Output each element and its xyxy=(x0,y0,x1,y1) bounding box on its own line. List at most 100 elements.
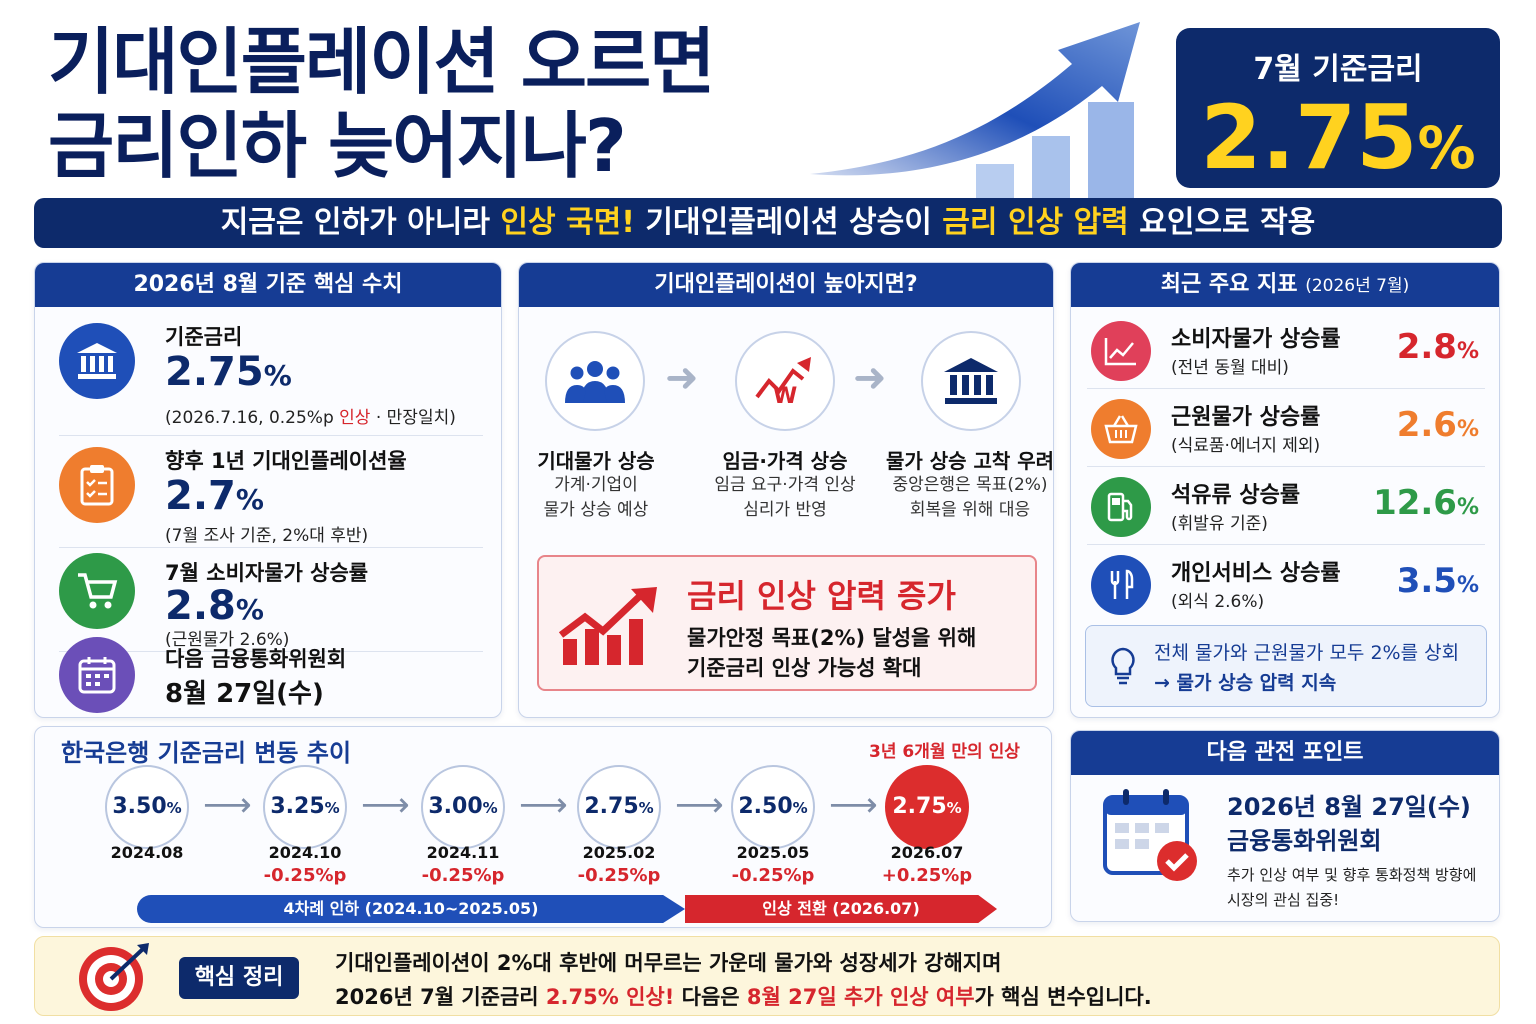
timeline-arrow-icon: ⟶ xyxy=(361,785,410,825)
metric-label: 7월 소비자물가 상승률 xyxy=(165,561,369,585)
step-desc: 중앙은행은 목표(2%) 회복을 위해 대응 xyxy=(892,475,1048,520)
basket-icon xyxy=(1091,399,1151,459)
indicator-label: 소비자물가 상승률 xyxy=(1171,327,1341,352)
timeline-change: -0.25%p xyxy=(731,865,815,886)
phase-cut-bar: 4차례 인하 (2024.10~2025.05) xyxy=(137,895,685,923)
calendar-icon xyxy=(59,637,135,713)
metric-label: 기준금리 xyxy=(165,325,243,349)
arrow-shape xyxy=(810,22,1140,176)
divider xyxy=(1087,388,1485,389)
key-figures-heading: 2026년 8월 기준 핵심 수치 xyxy=(35,263,501,307)
indicator-oil: 석유류 상승률 (휘발유 기준) 12.6% xyxy=(1071,469,1501,545)
rising-arrow-graphic xyxy=(810,22,1140,198)
step-desc: 임금 요구·가격 인상 심리가 반영 xyxy=(714,475,856,520)
divider xyxy=(1087,544,1485,545)
timeline-heading: 한국은행 기준금리 변동 추이 xyxy=(61,739,352,767)
bar-2 xyxy=(1032,136,1070,198)
step-title: 물가 상승 고착 우려 xyxy=(885,449,1055,473)
metric-note: (2026.7.16, 0.25%p 인상 · 만장일치) xyxy=(165,408,456,428)
title-line-1: 기대인플레이션 오르면 xyxy=(48,20,715,104)
svg-text:W: W xyxy=(773,384,797,409)
timeline-node: 2.50% xyxy=(731,765,815,849)
mechanism-heading: 기대인플레이션이 높아지면? xyxy=(519,263,1053,307)
summary-bar: 핵심 정리 기대인플레이션이 2%대 후반에 머무르는 가운데 물가와 성장세가… xyxy=(34,936,1500,1016)
timeline-change: +0.25%p xyxy=(881,865,973,886)
timeline-arrow-icon: ⟶ xyxy=(829,785,878,825)
summary-line-2: 2026년 7월 기준금리 2.75% 인상! 다음은 8월 27일 추가 인상… xyxy=(335,985,1152,1009)
indicator-cpi: 소비자물가 상승률 (전년 동월 대비) 2.8% xyxy=(1071,313,1501,389)
people-icon xyxy=(545,331,645,431)
timeline-date: 2025.05 xyxy=(736,843,810,862)
next-meeting-desc: 추가 인상 여부 및 향후 통화정책 방향에 시장의 관심 집중! xyxy=(1227,866,1477,909)
metric-note: (7월 조사 기준, 2%대 후반) xyxy=(165,526,369,546)
cart-icon xyxy=(59,553,135,629)
fuel-pump-icon xyxy=(1091,477,1151,537)
key-figures-panel: 2026년 8월 기준 핵심 수치 기준금리 2.75% (2026.7.16,… xyxy=(34,262,502,718)
indicator-services: 개인서비스 상승률 (외식 2.6%) 3.5% xyxy=(1071,547,1501,623)
pressure-title: 금리 인상 압력 증가 xyxy=(687,577,956,615)
next-meeting-date: 2026년 8월 27일(수) xyxy=(1227,793,1471,821)
timeline-node: 2.75% xyxy=(577,765,661,849)
step-desc: 가계·기업이 물가 상승 예상 xyxy=(543,475,649,520)
timeline-date: 2025.02 xyxy=(582,843,656,862)
next-meeting-event: 금융통화위원회 xyxy=(1227,827,1382,855)
clipboard-icon xyxy=(59,447,135,523)
bank-icon xyxy=(59,323,135,399)
central-bank-icon xyxy=(921,331,1021,431)
timeline-date: 2024.08 xyxy=(110,843,184,862)
indicator-label: 근원물가 상승률 xyxy=(1171,405,1321,430)
divider xyxy=(59,547,483,548)
rising-chart-icon xyxy=(558,587,657,665)
indicator-label: 개인서비스 상승률 xyxy=(1171,561,1341,586)
indicator-value: 3.5% xyxy=(1396,561,1479,601)
indicator-value: 12.6% xyxy=(1373,483,1479,523)
page-title: 기대인플레이션 오르면 금리인하 늦어지나? xyxy=(48,20,848,188)
target-icon xyxy=(79,943,149,1011)
indicator-core: 근원물가 상승률 (식료품·에너지 제외) 2.6% xyxy=(1071,391,1501,467)
timeline-arrow-icon: ⟶ xyxy=(203,785,252,825)
step-title: 임금·가격 상승 xyxy=(722,449,848,473)
metric-value: 2.7% xyxy=(165,473,264,519)
flow-arrow-icon: ➜ xyxy=(665,355,699,401)
bar-3 xyxy=(1088,102,1134,198)
indicator-label: 석유류 상승률 xyxy=(1171,483,1301,508)
flow-arrow-icon: ➜ xyxy=(853,355,887,401)
indicator-sub: (식료품·에너지 제외) xyxy=(1171,436,1321,456)
metric-value: 2.75% xyxy=(165,349,292,395)
divider xyxy=(59,651,483,652)
bar-1 xyxy=(976,164,1014,198)
metric-label: 향후 1년 기대인플레이션율 xyxy=(165,449,407,473)
indicators-note-text: 전체 물가와 근원물가 모두 2%를 상회 → 물가 상승 압력 지속 xyxy=(1154,642,1460,694)
indicators-panel: 최근 주요 지표 (2026년 7월) 소비자물가 상승률 (전년 동월 대비)… xyxy=(1070,262,1500,718)
timeline-date: 2026.07 xyxy=(890,843,964,862)
pressure-desc: 물가안정 목표(2%) 달성을 위해 기준금리 인상 가능성 확대 xyxy=(687,626,977,680)
indicator-sub: (전년 동월 대비) xyxy=(1171,358,1289,378)
indicator-sub: (외식 2.6%) xyxy=(1171,592,1265,612)
next-point-heading: 다음 관전 포인트 xyxy=(1071,731,1499,775)
rate-hike-pressure-box: 금리 인상 압력 증가 물가안정 목표(2%) 달성을 위해 기준금리 인상 가능… xyxy=(537,555,1037,691)
current-rate-value: 2.75% xyxy=(1200,86,1476,189)
timeline-change: -0.25%p xyxy=(263,865,347,886)
mechanism-panel: 기대인플레이션이 높아지면? ➜ W ➜ 기대물가 상승 가계·기업이 물가 상승… xyxy=(518,262,1054,718)
summary-line-1: 기대인플레이션이 2%대 후반에 머무르는 가운데 물가와 성장세가 강해지며 xyxy=(335,951,1002,975)
timeline-node: 3.25% xyxy=(263,765,347,849)
indicator-value: 2.8% xyxy=(1396,327,1479,367)
timeline-arrow-icon: ⟶ xyxy=(519,785,568,825)
indicators-note: 전체 물가와 근원물가 모두 2%를 상회 → 물가 상승 압력 지속 xyxy=(1085,625,1487,707)
title-line-2: 금리인하 늦어지나? xyxy=(48,104,627,188)
timeline-change: -0.25%p xyxy=(421,865,505,886)
metric-note: (근원물가 2.6%) xyxy=(165,630,290,650)
calendar-check-icon xyxy=(1103,789,1197,881)
divider xyxy=(1087,466,1485,467)
headline-bar: 지금은 인하가 아니라 인상 국면! 기대인플레이션 상승이 금리 인상 압력 … xyxy=(34,198,1502,248)
current-rate-label: 7월 기준금리 xyxy=(1253,52,1423,87)
wage-price-icon: W xyxy=(735,331,835,431)
metric-value: 2.8% xyxy=(165,583,264,629)
divider xyxy=(59,435,483,436)
timeline-date: 2024.11 xyxy=(426,843,500,862)
current-rate-box: 7월 기준금리 2.75% xyxy=(1176,28,1500,188)
next-point-panel: 다음 관전 포인트 2026년 8월 27일(수) 금융통화위원회 추가 인상 … xyxy=(1070,730,1500,922)
phase-hike-bar: 인상 전환 (2026.07) xyxy=(685,895,997,923)
utensils-icon xyxy=(1091,555,1151,615)
indicators-heading: 최근 주요 지표 (2026년 7월) xyxy=(1071,263,1499,307)
